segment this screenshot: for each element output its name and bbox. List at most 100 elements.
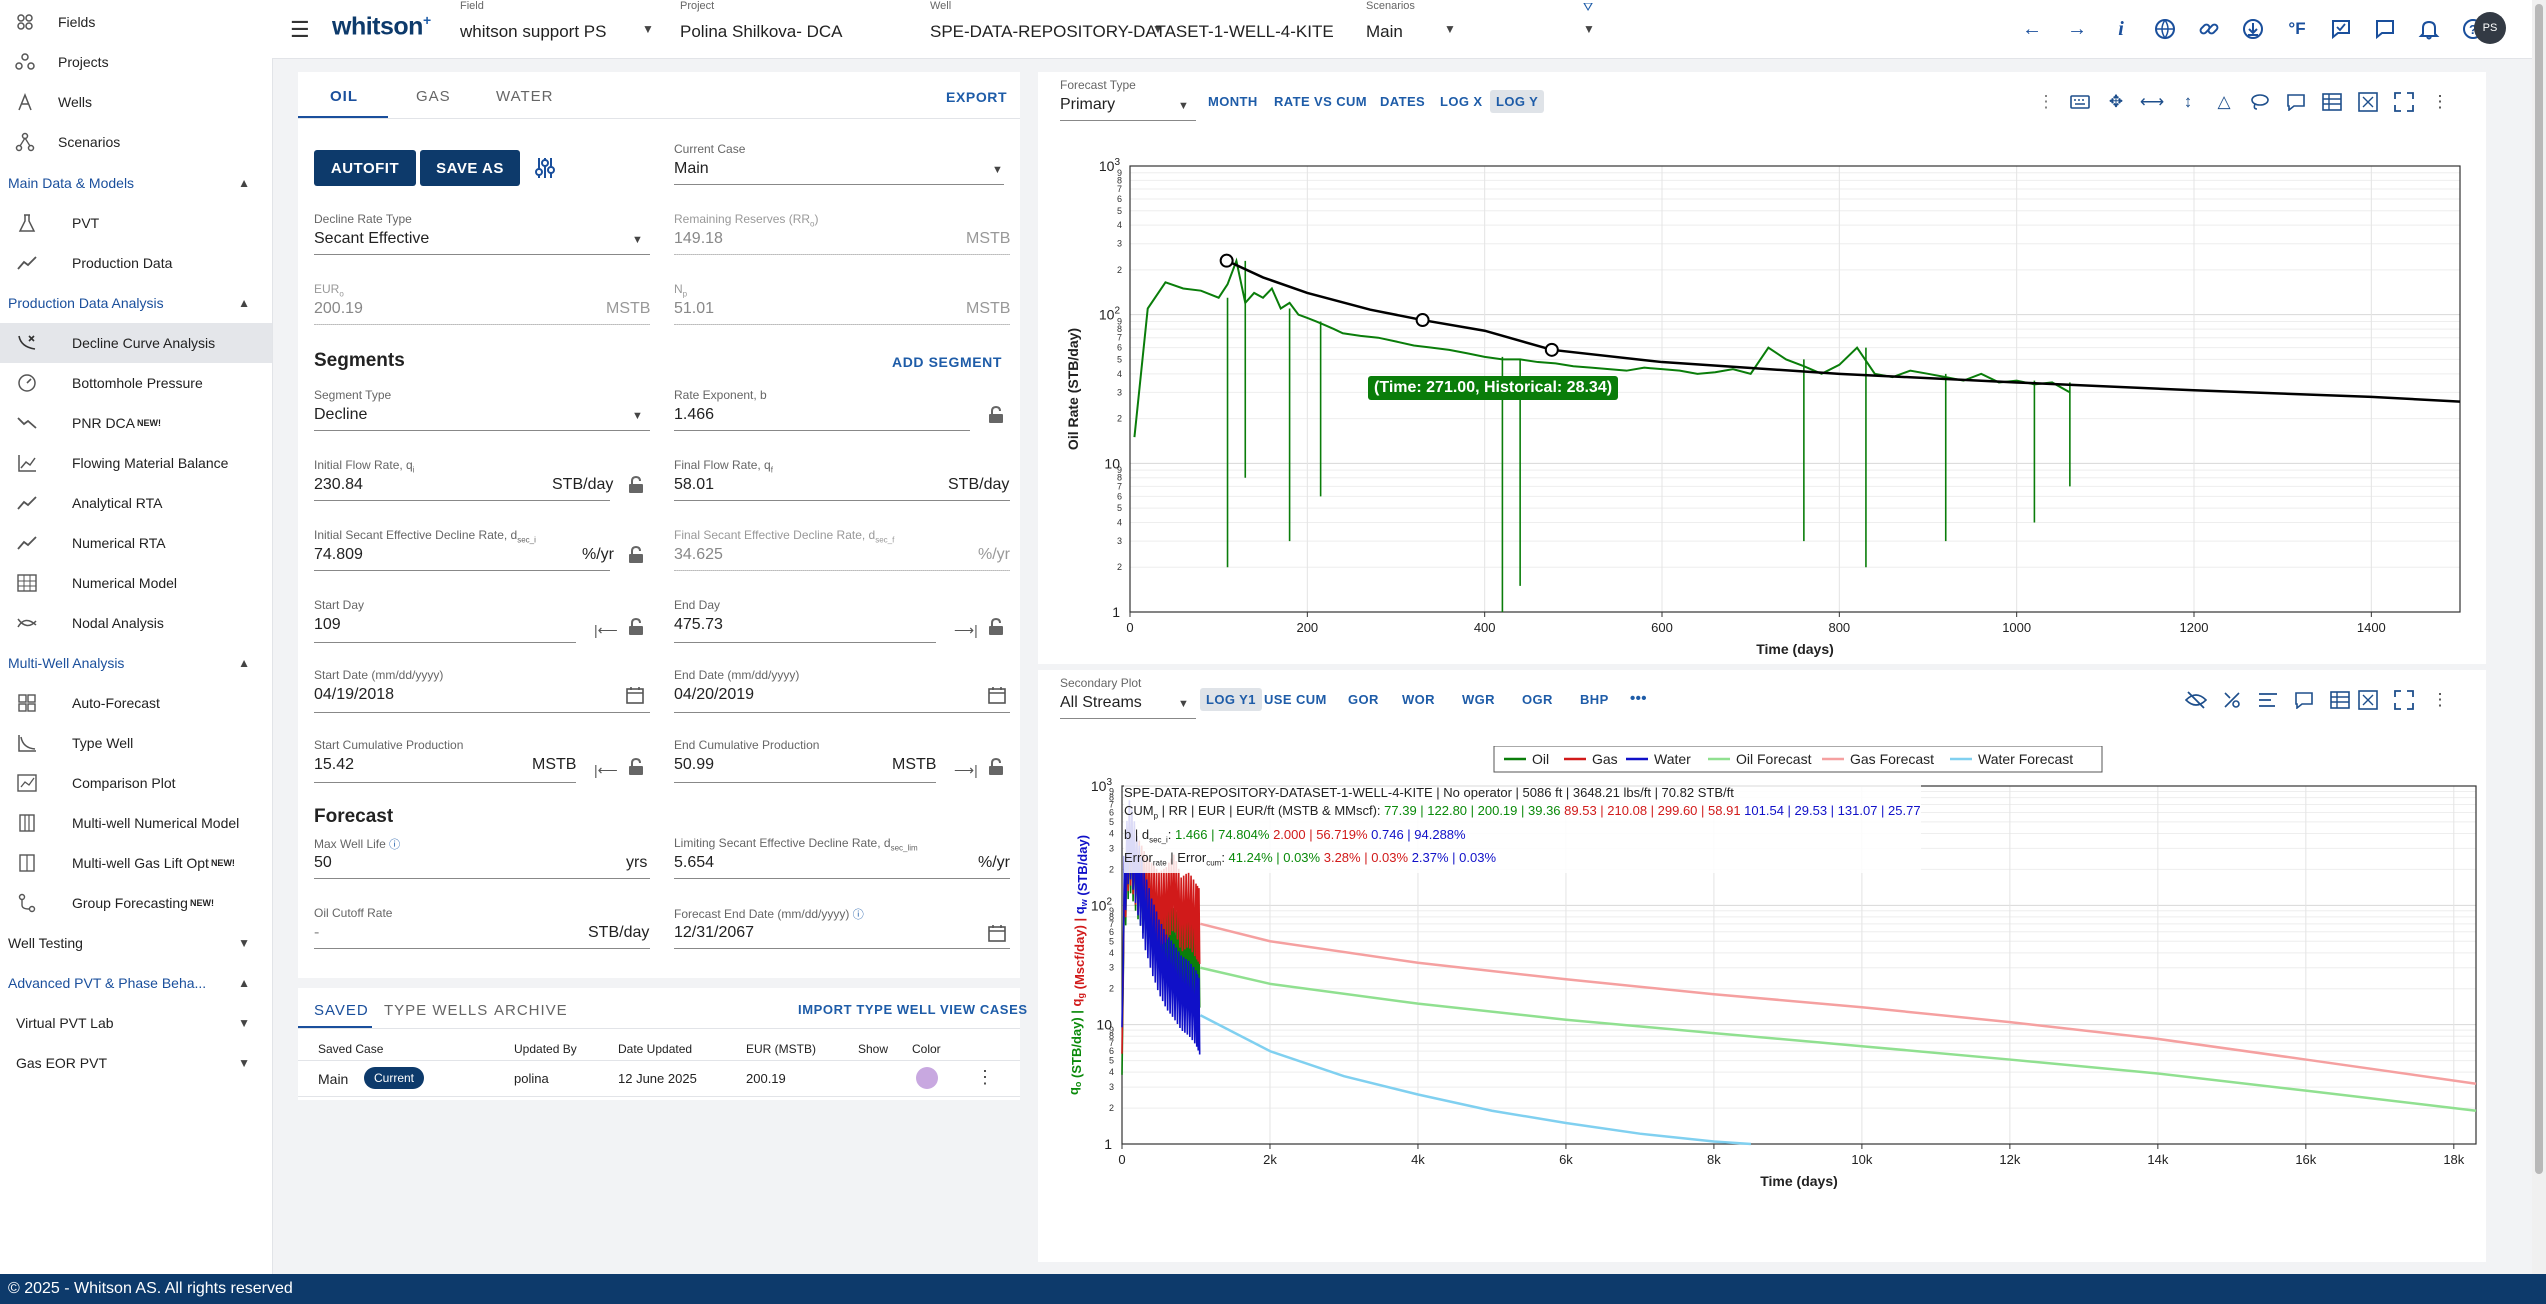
- fullscreen-icon[interactable]: [2392, 90, 2416, 114]
- autoscale-icon[interactable]: [2356, 688, 2380, 712]
- unlock-icon[interactable]: [628, 475, 646, 496]
- sidebar-item-decline-curve-analysis[interactable]: Decline Curve Analysis: [0, 323, 272, 363]
- log-y1-button[interactable]: LOG Y1: [1200, 688, 1262, 711]
- unlock-icon[interactable]: [988, 617, 1006, 638]
- add-segment-button[interactable]: ADD SEGMENT: [892, 354, 1003, 370]
- current-case-select[interactable]: Main: [674, 160, 709, 177]
- table-icon[interactable]: [2320, 90, 2344, 114]
- whitson-logo[interactable]: whitson+: [332, 12, 431, 41]
- secondary-plot-select[interactable]: All Streams: [1060, 694, 1142, 711]
- more-options-icon[interactable]: ⋮: [976, 1067, 994, 1087]
- color-swatch[interactable]: [916, 1067, 938, 1089]
- section-multi-well-analysis[interactable]: Multi-Well Analysis ▲: [0, 643, 272, 683]
- start-day-input[interactable]: 109: [314, 616, 341, 633]
- tab-type-wells[interactable]: TYPE WELLS: [384, 1002, 489, 1019]
- more-options-icon[interactable]: ⋮: [2431, 690, 2449, 709]
- autoscale-icon[interactable]: [2356, 90, 2380, 114]
- sidebar-item-comparison-plot[interactable]: Comparison Plot: [0, 763, 272, 803]
- vertical-zoom-icon[interactable]: ↕: [2183, 92, 2193, 111]
- rate-vs-cum-button[interactable]: RATE VS CUM: [1274, 94, 1367, 109]
- hamburger-menu-icon[interactable]: ☰: [290, 17, 310, 42]
- unlock-icon[interactable]: [628, 545, 646, 566]
- pan-icon[interactable]: ✥: [2108, 92, 2124, 111]
- sidebar-item-scenarios[interactable]: Scenarios: [0, 122, 272, 162]
- view-cases-button[interactable]: VIEW CASES: [940, 1002, 1028, 1017]
- section-gas-eor-pvt[interactable]: Gas EOR PVT ▼: [0, 1043, 272, 1083]
- dropdown-arrow-icon[interactable]: ▼: [1178, 100, 1189, 112]
- text-align-icon[interactable]: [2256, 688, 2280, 712]
- tune-settings-icon[interactable]: [534, 156, 556, 185]
- snap-to-end-icon[interactable]: ⟶|: [954, 762, 978, 778]
- field-select[interactable]: Field whitson support PS ▼: [460, 0, 654, 58]
- unlock-icon[interactable]: [988, 757, 1006, 778]
- dropdown-arrow-icon[interactable]: ▼: [1178, 698, 1189, 710]
- sidebar-item-analytical-rta[interactable]: Analytical RTA: [0, 483, 272, 523]
- sidebar-item-flowing-material-balance[interactable]: Flowing Material Balance: [0, 443, 272, 483]
- dropdown-arrow-icon[interactable]: ▼: [632, 410, 643, 422]
- end-day-input[interactable]: 475.73: [674, 616, 723, 633]
- wgr-button[interactable]: WGR: [1462, 692, 1495, 707]
- gor-button[interactable]: GOR: [1348, 692, 1379, 707]
- log-y-button[interactable]: LOG Y: [1490, 90, 1545, 113]
- sidebar-item-group-forecasting[interactable]: Group Forecasting NEW!: [0, 883, 272, 923]
- sidebar-item-production-data[interactable]: Production Data: [0, 243, 272, 283]
- initial-decline-rate-input[interactable]: 74.809: [314, 546, 363, 563]
- forecast-end-date-input[interactable]: 12/31/2067: [674, 924, 755, 941]
- decline-rate-type-select[interactable]: Secant Effective: [314, 230, 430, 247]
- table-row[interactable]: Main Current polina 12 June 2025 200.19 …: [298, 1061, 1020, 1097]
- scenarios-select[interactable]: Scenarios Main: [1366, 0, 1466, 58]
- sidebar-item-pvt[interactable]: PVT: [0, 203, 272, 243]
- comment-icon[interactable]: [2284, 90, 2308, 114]
- month-button[interactable]: MONTH: [1208, 94, 1258, 109]
- triangle-select-icon[interactable]: △: [2217, 92, 2231, 111]
- back-arrow-icon[interactable]: ←: [2022, 17, 2042, 40]
- forward-arrow-icon[interactable]: →: [2067, 17, 2087, 40]
- wor-button[interactable]: WOR: [1402, 692, 1435, 707]
- oil-cutoff-input[interactable]: -: [314, 924, 320, 941]
- sidebar-item-nodal-analysis[interactable]: Nodal Analysis: [0, 603, 272, 643]
- more-streams-button[interactable]: •••: [1630, 690, 1647, 707]
- page-scrollbar[interactable]: [2532, 0, 2546, 1274]
- log-x-button[interactable]: LOG X: [1440, 94, 1483, 109]
- avatar[interactable]: PS: [2474, 12, 2506, 44]
- tab-oil[interactable]: OIL: [330, 88, 358, 105]
- well-select[interactable]: Well SPE-DATA-REPOSITORY-DATASET-1-WELL-…: [930, 0, 1610, 58]
- scatter-toggle-icon[interactable]: [2220, 688, 2244, 712]
- start-date-input[interactable]: 04/19/2018: [314, 686, 395, 703]
- start-cum-input[interactable]: 15.42: [314, 756, 355, 773]
- download-icon[interactable]: [2238, 14, 2268, 44]
- segment-type-select[interactable]: Decline: [314, 406, 368, 423]
- project-select[interactable]: Project Polina Shilkova- DCA: [680, 0, 900, 58]
- tab-water[interactable]: WATER: [496, 88, 554, 105]
- sidebar-item-multi-well-numerical-model[interactable]: Multi-well Numerical Model: [0, 803, 272, 843]
- dates-button[interactable]: DATES: [1380, 94, 1426, 109]
- limiting-decline-input[interactable]: 5.654: [674, 854, 715, 871]
- scrollbar-thumb[interactable]: [2535, 4, 2543, 1174]
- sidebar-item-multi-well-gas-lift-opt[interactable]: Multi-well Gas Lift Opt NEW!: [0, 843, 272, 883]
- section-production-data-analysis[interactable]: Production Data Analysis ▲: [0, 283, 272, 323]
- dropdown-arrow-icon[interactable]: ▼: [992, 164, 1003, 176]
- tab-saved[interactable]: SAVED: [314, 1002, 369, 1019]
- sidebar-item-numerical-model[interactable]: Numerical Model: [0, 563, 272, 603]
- fullscreen-icon[interactable]: [2392, 688, 2416, 712]
- info-icon[interactable]: i: [2118, 17, 2124, 40]
- final-flow-rate-input[interactable]: 58.01: [674, 476, 715, 493]
- end-cum-input[interactable]: 50.99: [674, 756, 715, 773]
- save-as-button[interactable]: SAVE AS: [420, 150, 520, 186]
- import-type-well-button[interactable]: IMPORT TYPE WELL: [798, 1002, 937, 1017]
- max-well-life-input[interactable]: 50: [314, 854, 332, 871]
- tab-gas[interactable]: GAS: [416, 88, 451, 105]
- sidebar-item-wells[interactable]: Wells: [0, 82, 272, 122]
- section-virtual-pvt-lab[interactable]: Virtual PVT Lab ▼: [0, 1003, 272, 1043]
- export-button[interactable]: EXPORT: [946, 89, 1008, 105]
- calendar-icon[interactable]: [988, 924, 1006, 947]
- sidebar-item-pnr-dca[interactable]: PNR DCA NEW!: [0, 403, 272, 443]
- end-date-input[interactable]: 04/20/2019: [674, 686, 755, 703]
- use-cum-button[interactable]: USE CUM: [1264, 692, 1327, 707]
- horizontal-zoom-icon[interactable]: ⟷: [2139, 92, 2165, 111]
- calendar-icon[interactable]: [988, 686, 1006, 709]
- feedback-icon[interactable]: [2326, 14, 2356, 44]
- unlock-icon[interactable]: [988, 405, 1006, 426]
- sidebar-item-type-well[interactable]: Type Well: [0, 723, 272, 763]
